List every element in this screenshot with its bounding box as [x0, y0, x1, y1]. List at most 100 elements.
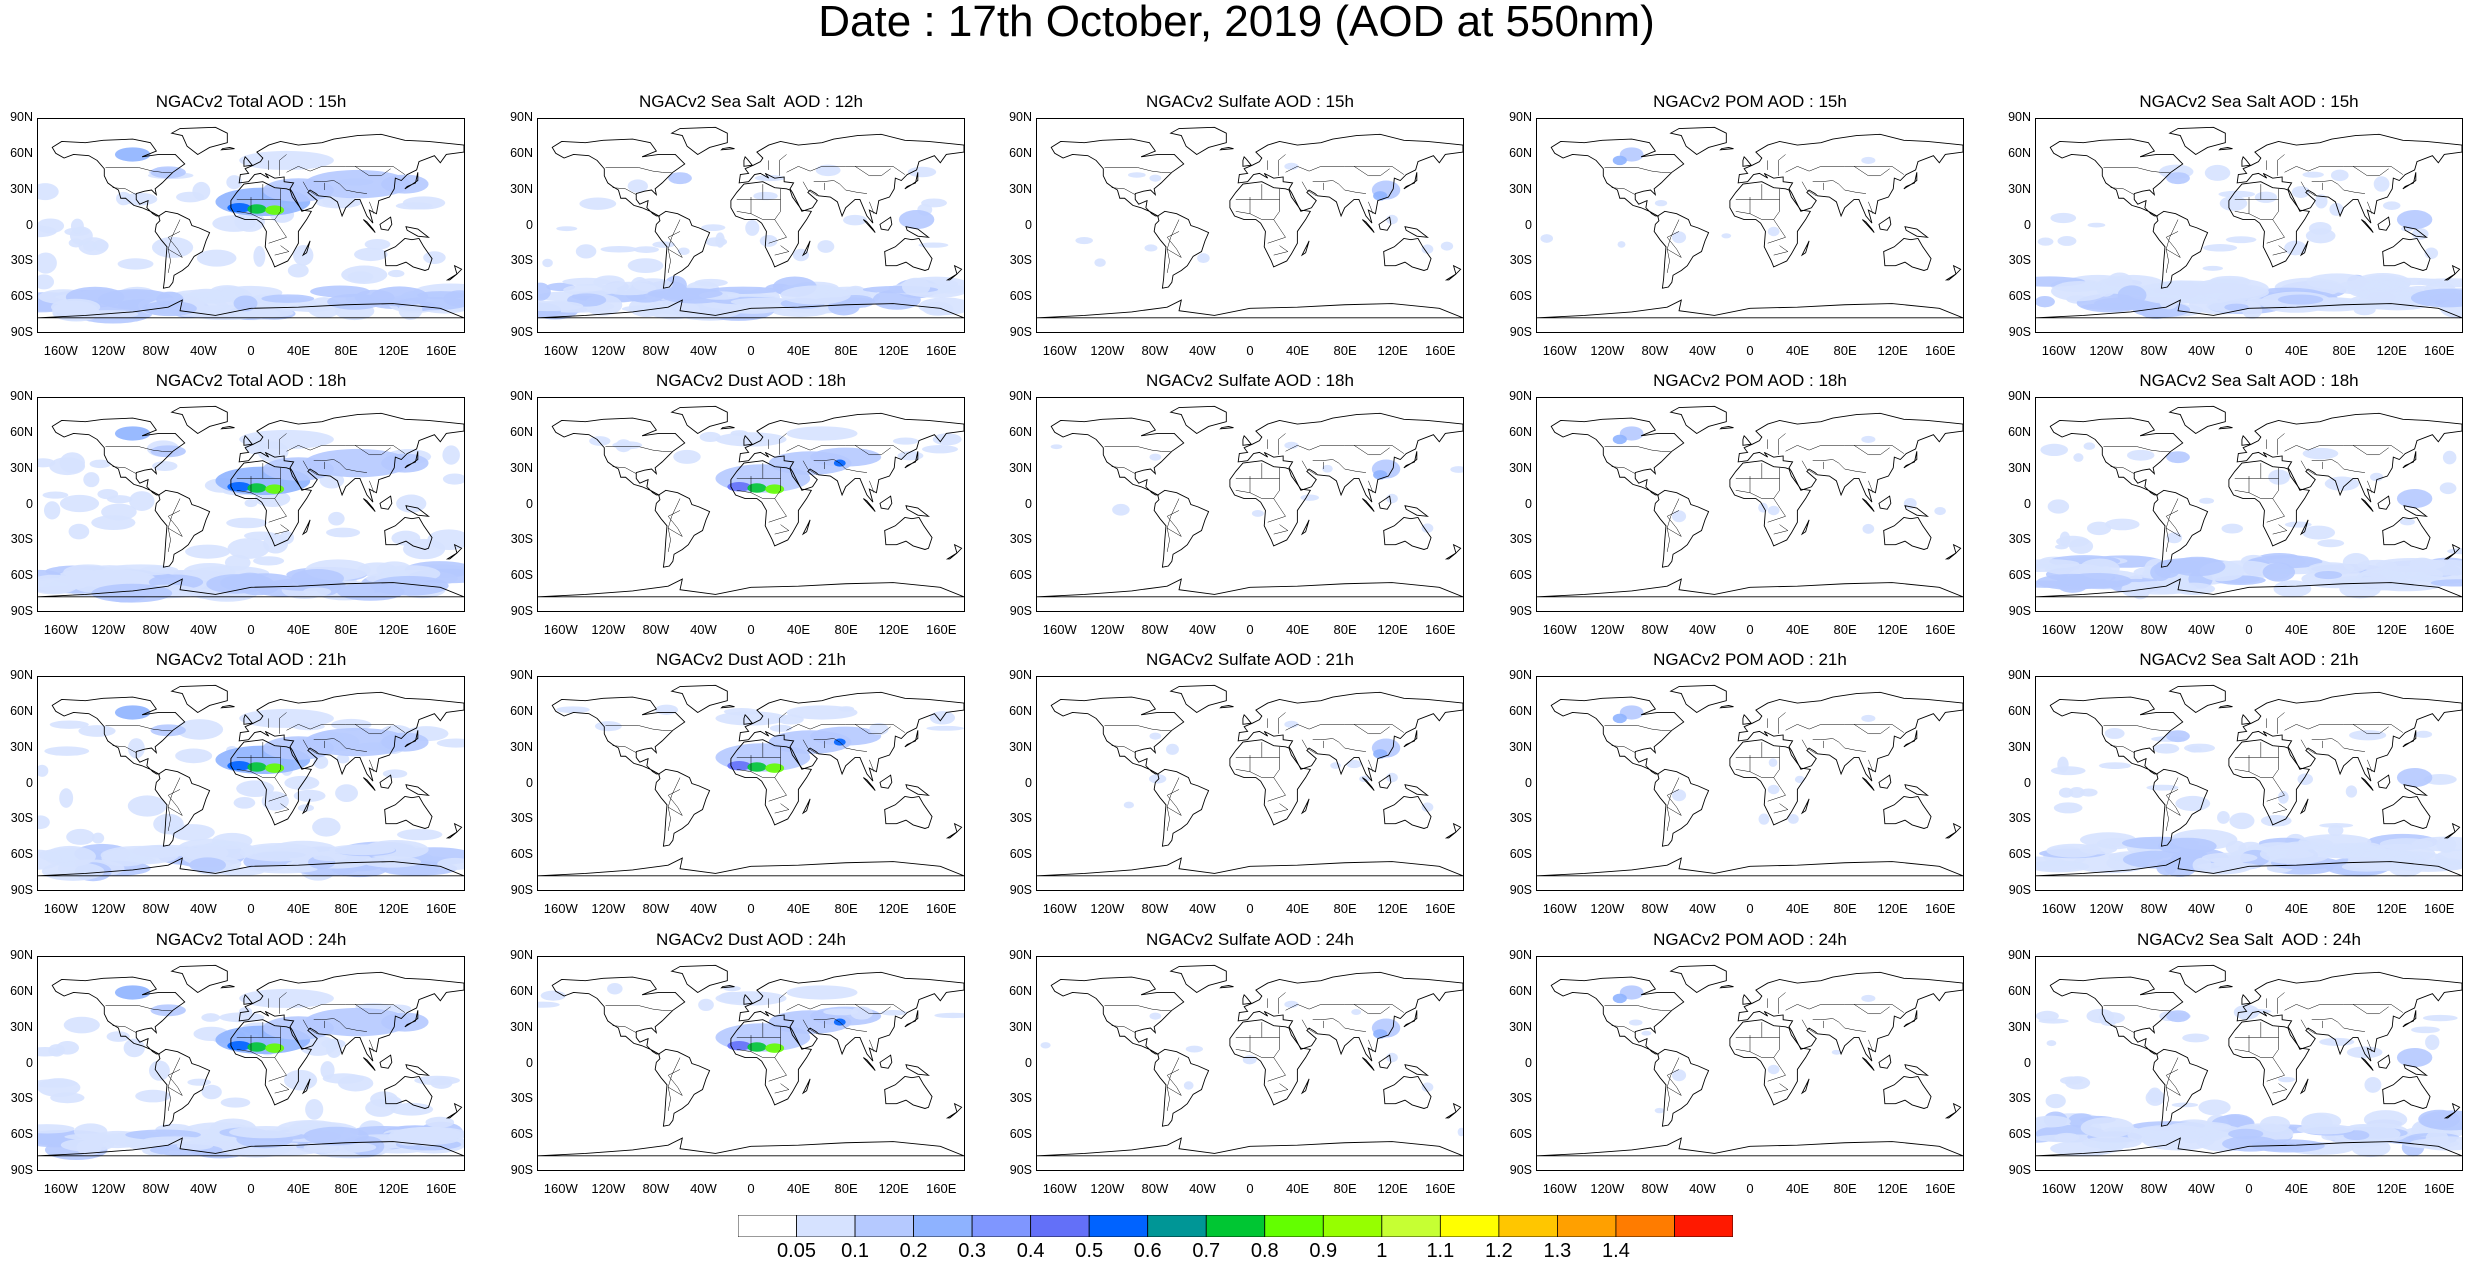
lon-tick-label: 40E [1285, 1181, 1310, 1196]
lon-tick-label: 40E [2284, 622, 2309, 637]
colorbar-swatch [1674, 1215, 1733, 1237]
lon-tick-label: 40E [786, 1181, 811, 1196]
lat-tick-label: 0 [2024, 217, 2031, 232]
lat-tick-label: 30N [1009, 460, 1032, 475]
lon-tick-label: 40E [1785, 1181, 1810, 1196]
colorbar-swatch [1615, 1215, 1675, 1237]
lon-tick-label: 40W [1189, 622, 1216, 637]
colorbar-tick-label: 1.1 [1426, 1240, 1455, 1262]
lon-tick-label: 40W [2188, 901, 2215, 916]
colorbar-tick-label: 0.9 [1309, 1240, 1338, 1262]
lat-tick-label: 60S [510, 1127, 533, 1142]
lon-tick-label: 0 [1746, 343, 1754, 358]
panel-title: NGACv2 Sea Salt AOD : 21h [2139, 650, 2359, 669]
lon-tick-label: 160E [426, 1181, 457, 1196]
map-grid: NGACv2 Total AOD : 15h 90N 60N 30N 0 30S 60S 90… [10, 92, 2463, 1196]
colorbar-swatch [738, 1215, 797, 1237]
lat-tick-label: 30N [10, 1019, 33, 1034]
lat-tick-label: 60N [1009, 424, 1032, 439]
map-panel [37, 397, 465, 612]
lon-tick-label: 80W [1141, 622, 1169, 637]
lon-tick-label: 120E [378, 1181, 409, 1196]
lon-tick-label: 160E [926, 1181, 957, 1196]
lon-tick-label: 120W [2089, 901, 2124, 916]
lat-tick-label: 90S [510, 325, 533, 339]
map-panel [2035, 956, 2463, 1171]
lat-tick-label: 0 [526, 217, 533, 232]
map-panel [1036, 397, 1464, 612]
lon-tick-label: 120E [878, 1181, 909, 1196]
lat-tick-label: 0 [526, 1055, 533, 1070]
lon-tick-label: 80W [142, 622, 170, 637]
lat-tick-label: 60S [2008, 1127, 2031, 1142]
lat-tick-label: 90N [510, 668, 533, 682]
lon-tick-label: 80W [642, 343, 670, 358]
colorbar-swatch [1498, 1215, 1558, 1237]
panel-title: NGACv2 Sulfate AOD : 21h [1146, 650, 1354, 669]
lon-tick-label: 120W [1590, 901, 1625, 916]
lat-tick-label: 30N [10, 739, 33, 754]
lon-tick-label: 160W [543, 343, 578, 358]
colorbar-tick-label: 1 [1376, 1240, 1388, 1262]
lat-tick-label: 90S [510, 604, 533, 618]
map-panel [2035, 397, 2463, 612]
map-panel [37, 956, 465, 1171]
colorbar-swatch [913, 1215, 973, 1237]
lon-tick-label: 120W [1590, 1181, 1625, 1196]
colorbar-tick-label: 0.6 [1133, 1240, 1162, 1262]
lon-tick-label: 160W [1042, 622, 1077, 637]
lon-tick-label: 160W [1042, 901, 1077, 916]
lon-tick-label: 40W [690, 901, 717, 916]
lat-tick-label: 30N [510, 1019, 533, 1034]
lon-tick-label: 120W [591, 901, 626, 916]
colorbar-swatch [854, 1215, 914, 1237]
lon-tick-label: 160E [426, 622, 457, 637]
lon-tick-label: 160W [43, 343, 78, 358]
lat-tick-label: 30N [1009, 1019, 1032, 1034]
panel-title: NGACv2 Sea Salt AOD : 15h [2139, 92, 2359, 111]
lon-tick-label: 160W [2041, 901, 2076, 916]
lon-tick-label: 0 [247, 622, 255, 637]
lat-tick-label: 30S [2008, 253, 2031, 268]
lon-tick-label: 80E [1833, 622, 1857, 637]
map-panel [2035, 676, 2463, 891]
lat-tick-label: 30N [1509, 739, 1532, 754]
lon-tick-label: 120E [2376, 622, 2407, 637]
lat-tick-label: 30S [510, 1091, 533, 1106]
lon-tick-label: 80W [1141, 343, 1169, 358]
map-panel [1036, 676, 1464, 891]
lat-tick-label: 90N [2008, 110, 2031, 124]
lon-tick-label: 120W [1090, 343, 1125, 358]
lon-tick-label: 80E [1833, 343, 1857, 358]
lon-tick-label: 80E [334, 1181, 358, 1196]
map-panel [537, 397, 965, 612]
lon-tick-label: 160W [2041, 1181, 2076, 1196]
lon-tick-label: 0 [1746, 901, 1754, 916]
lon-tick-label: 80W [1641, 622, 1669, 637]
lat-tick-label: 30N [10, 460, 33, 475]
lon-tick-label: 120E [1877, 1181, 1908, 1196]
lat-tick-label: 30S [1509, 532, 1532, 547]
lon-tick-label: 120W [2089, 343, 2124, 358]
panel-title: NGACv2 Sea Salt AOD : 24h [2137, 930, 2361, 949]
lon-tick-label: 80W [642, 1181, 670, 1196]
lon-tick-label: 80W [142, 901, 170, 916]
lat-tick-label: 90S [10, 1163, 33, 1177]
lat-tick-label: 90S [1009, 604, 1032, 618]
lat-tick-label: 0 [26, 217, 33, 232]
lat-tick-label: 60S [10, 289, 33, 304]
lon-tick-label: 120W [1090, 1181, 1125, 1196]
lon-tick-label: 120E [1377, 1181, 1408, 1196]
colorbar-tick-label: 1.2 [1484, 1240, 1513, 1262]
lat-tick-label: 60S [1509, 847, 1532, 862]
lon-tick-label: 0 [247, 1181, 255, 1196]
lat-tick-label: 60N [10, 145, 33, 160]
lon-tick-label: 80W [2140, 343, 2168, 358]
lon-tick-label: 80E [1833, 1181, 1857, 1196]
lon-tick-label: 160W [43, 622, 78, 637]
lon-tick-label: 160W [543, 901, 578, 916]
lon-tick-label: 0 [247, 343, 255, 358]
lon-tick-label: 80E [2332, 1181, 2356, 1196]
lat-tick-label: 90N [1009, 668, 1032, 682]
lon-tick-label: 160E [926, 343, 957, 358]
